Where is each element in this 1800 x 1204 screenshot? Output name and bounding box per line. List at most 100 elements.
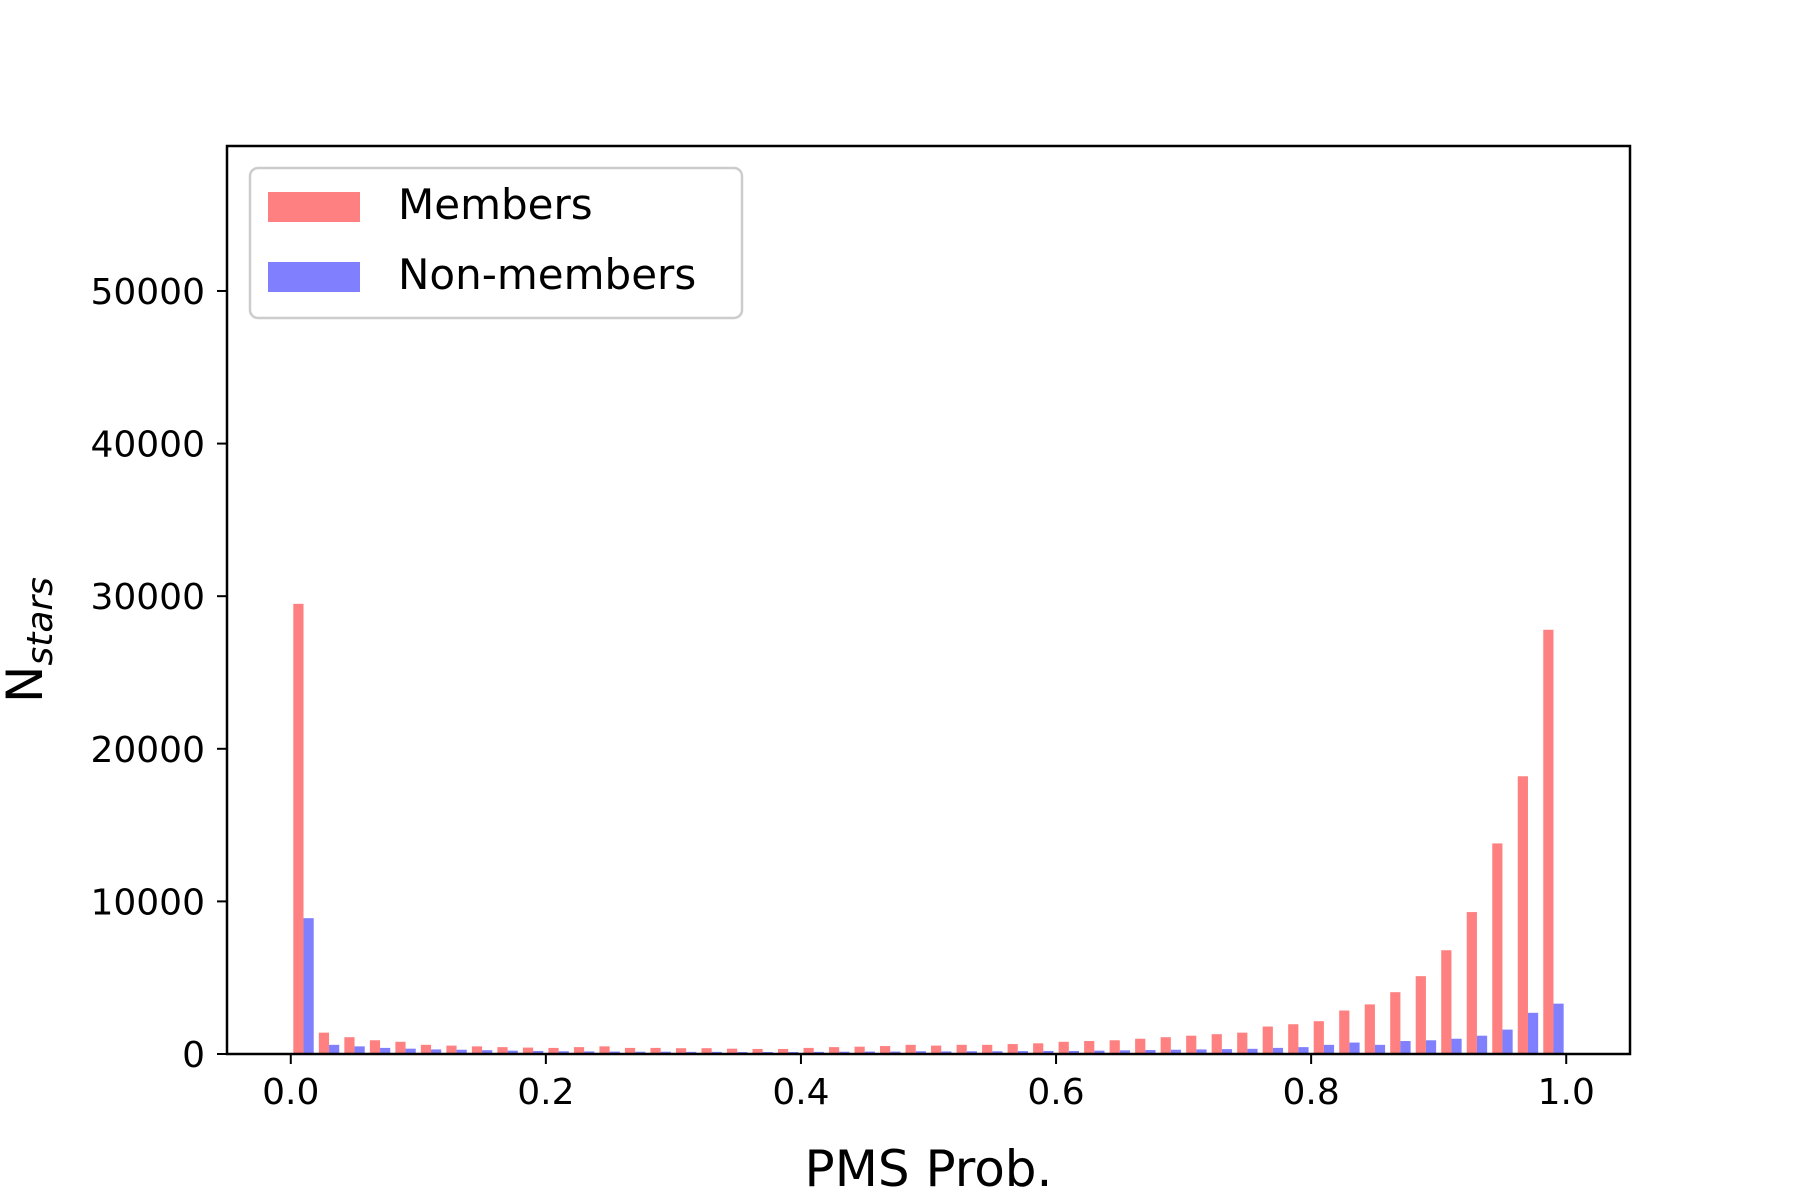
- x-axis-label: PMS Prob.: [805, 1140, 1053, 1198]
- bar: [471, 1046, 483, 1054]
- bar: [1058, 1041, 1069, 1054]
- bar: [395, 1041, 406, 1054]
- bar: [380, 1047, 391, 1054]
- bar: [1390, 992, 1401, 1054]
- bar: [431, 1049, 442, 1054]
- bar: [1349, 1042, 1360, 1054]
- bar: [1160, 1037, 1171, 1054]
- bar: [354, 1046, 365, 1054]
- bar: [318, 1032, 330, 1054]
- bar: [1119, 1050, 1131, 1054]
- bar: [941, 1051, 952, 1054]
- bar: [778, 1048, 789, 1054]
- bar: [1415, 976, 1426, 1054]
- bar: [1109, 1040, 1120, 1054]
- bar: [1196, 1049, 1207, 1054]
- bar: [446, 1045, 457, 1054]
- bar: [1313, 1021, 1324, 1054]
- bar: [1451, 1038, 1462, 1054]
- x-tick-label: 1.0: [1538, 1072, 1595, 1113]
- plot-frame: [225, 144, 1632, 1056]
- bar: [1298, 1047, 1309, 1054]
- bar: [507, 1050, 518, 1054]
- bar: [1068, 1050, 1079, 1054]
- bar: [854, 1046, 865, 1054]
- ticks-layer: 0.0 0.2 0.4 0.6 0.8 1.0 0 10000 20000 30000 40000 5…: [90, 272, 1594, 1113]
- bar: [1272, 1047, 1284, 1054]
- bar: [982, 1044, 993, 1054]
- y-tick-label: 50000: [90, 272, 205, 313]
- legend-label: Non-members: [398, 250, 696, 299]
- bar: [1476, 1035, 1488, 1054]
- bar: [293, 603, 304, 1054]
- bar: [1084, 1041, 1095, 1054]
- bar: [1441, 950, 1452, 1054]
- bar: [829, 1047, 840, 1054]
- bar: [1502, 1029, 1513, 1054]
- bar: [624, 1047, 636, 1054]
- bar: [1186, 1035, 1197, 1054]
- bar: [369, 1040, 381, 1054]
- x-tick-label: 0.4: [772, 1072, 829, 1113]
- legend-swatch: [268, 192, 360, 222]
- bar: [497, 1047, 508, 1054]
- bar: [675, 1048, 687, 1054]
- bar: [992, 1051, 1003, 1054]
- axes-layer: [225, 144, 1632, 1056]
- bar: [1135, 1038, 1146, 1054]
- bar: [650, 1047, 661, 1054]
- legend: Members Non-members: [248, 166, 744, 320]
- bar: [573, 1047, 585, 1054]
- bar: [1492, 843, 1503, 1054]
- bar: [1517, 776, 1528, 1054]
- bar: [599, 1046, 610, 1054]
- bar: [548, 1047, 559, 1054]
- bar: [1527, 1012, 1539, 1054]
- y-axis-label-subscript: stars: [20, 577, 61, 666]
- bar: [344, 1037, 355, 1054]
- bar: [915, 1051, 926, 1054]
- bar: [482, 1050, 493, 1054]
- bar: [1466, 912, 1477, 1054]
- x-tick-label: 0.8: [1283, 1072, 1340, 1113]
- bar: [1221, 1049, 1233, 1054]
- bar: [1043, 1050, 1054, 1054]
- bar: [1094, 1050, 1105, 1054]
- bar: [1425, 1040, 1437, 1054]
- bar: [1211, 1034, 1222, 1054]
- y-tick-label: 30000: [90, 577, 205, 618]
- legend-swatch: [268, 262, 360, 292]
- bar: [966, 1051, 977, 1054]
- bar: [1262, 1026, 1273, 1054]
- bar: [329, 1044, 340, 1054]
- bar: [956, 1044, 967, 1054]
- bar: [905, 1044, 916, 1054]
- bar: [1033, 1043, 1044, 1054]
- bar: [303, 918, 314, 1054]
- bar: [1007, 1044, 1018, 1054]
- bar: [1145, 1050, 1156, 1054]
- bar: [1374, 1044, 1386, 1054]
- bar: [1323, 1044, 1335, 1054]
- bar: [558, 1051, 569, 1054]
- bar: [726, 1048, 738, 1054]
- y-tick-label: 0: [182, 1035, 205, 1076]
- bar: [456, 1049, 467, 1054]
- bar: [803, 1047, 814, 1054]
- y-tick-label: 10000: [90, 882, 205, 923]
- legend-label: Members: [398, 180, 593, 229]
- bar: [701, 1048, 712, 1054]
- y-tick-label: 40000: [90, 425, 205, 466]
- series-members: [293, 603, 1554, 1054]
- bar: [1170, 1049, 1182, 1054]
- x-tick-label: 0.0: [262, 1072, 319, 1113]
- bar: [1400, 1041, 1411, 1054]
- bar: [1364, 1004, 1375, 1054]
- legend-frame: [248, 166, 744, 320]
- bar: [533, 1050, 544, 1054]
- y-axis-label: Nstars: [0, 577, 61, 703]
- bar: [1237, 1032, 1248, 1054]
- bar: [584, 1051, 595, 1054]
- bar: [1288, 1024, 1299, 1054]
- bar: [752, 1048, 763, 1054]
